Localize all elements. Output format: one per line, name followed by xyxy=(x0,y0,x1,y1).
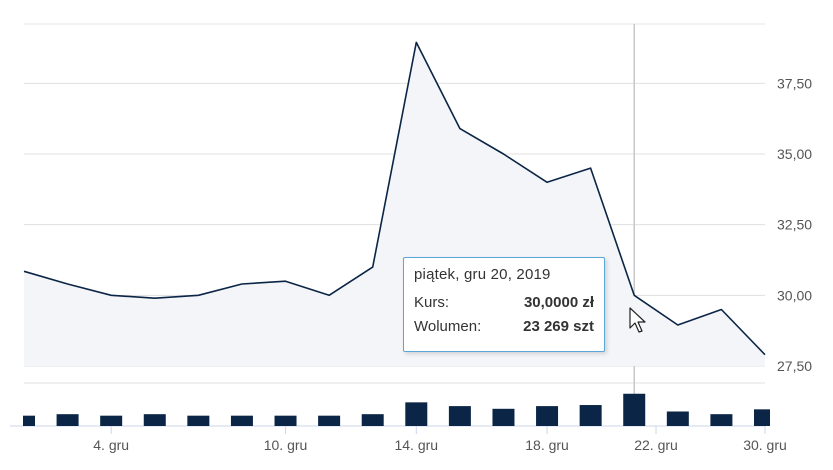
volume-bar xyxy=(666,411,689,426)
volume-bar xyxy=(230,415,253,426)
volume-bar xyxy=(492,408,515,426)
tooltip-kurs-row: Kurs: 30,0000 zł xyxy=(414,291,594,315)
y-tick-label: 32,50 xyxy=(777,217,812,233)
tooltip-wolumen-label: Wolumen: xyxy=(414,318,482,335)
volume-bar xyxy=(56,414,79,426)
y-tick-label: 30,00 xyxy=(777,287,812,303)
x-tick-label: 4. gru xyxy=(93,437,129,453)
x-tick-label: 18. gru xyxy=(525,437,569,453)
volume-bar xyxy=(754,409,770,426)
y-tick-label: 27,50 xyxy=(777,358,812,374)
x-tick-label: 10. gru xyxy=(264,437,308,453)
mouse-cursor-icon xyxy=(629,307,646,333)
volume-bar xyxy=(318,415,341,426)
chart-tooltip: piątek, gru 20, 2019 Kurs: 30,0000 zł Wo… xyxy=(403,257,605,352)
volume-bar xyxy=(536,406,559,426)
x-tick-label: 14. gru xyxy=(394,437,438,453)
volume-bar xyxy=(623,393,646,426)
tooltip-kurs-label: Kurs: xyxy=(414,294,450,311)
y-tick-label: 35,00 xyxy=(777,146,812,162)
volume-bar xyxy=(710,414,733,426)
tooltip-kurs-value: 30,0000 zł xyxy=(523,294,594,311)
price-line xyxy=(23,41,766,356)
volume-bar xyxy=(361,414,384,426)
volume-bar xyxy=(100,415,123,426)
price-area-fill xyxy=(24,42,765,367)
y-tick-label: 37,50 xyxy=(777,75,812,91)
x-tick-label: 30. gru xyxy=(743,437,787,453)
tooltip-wolumen-row: Wolumen: 23 269 szt xyxy=(414,315,594,339)
volume-bar xyxy=(23,415,35,426)
volume-bar xyxy=(187,415,210,426)
tooltip-wolumen-value: 23 269 szt xyxy=(523,318,594,335)
volume-bar xyxy=(579,405,602,426)
tooltip-date: piątek, gru 20, 2019 xyxy=(414,266,551,283)
volume-bar xyxy=(274,415,297,426)
x-tick-label: 22. gru xyxy=(634,437,678,453)
volume-bar xyxy=(448,406,471,426)
volume-bar xyxy=(143,414,166,426)
volume-bar xyxy=(405,402,428,426)
